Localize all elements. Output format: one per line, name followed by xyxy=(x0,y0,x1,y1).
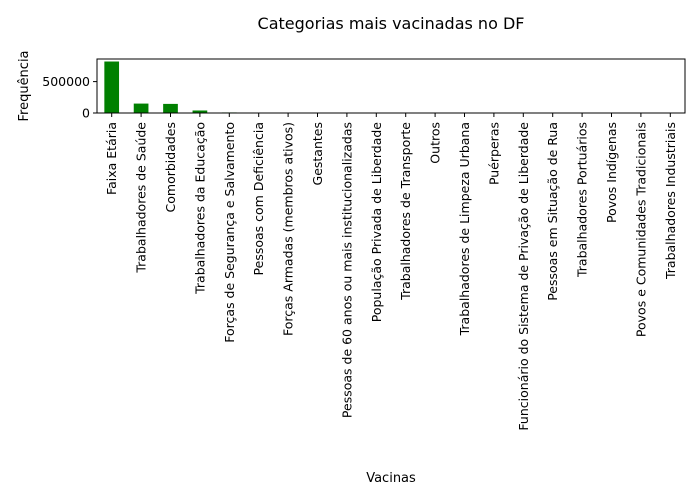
axes-frame xyxy=(96,58,686,114)
x-tick-label: Outros xyxy=(428,122,443,164)
bar-0 xyxy=(104,61,120,113)
chart-title: Categorias mais vacinadas no DF xyxy=(258,14,525,33)
x-tick-label: Trabalhadores de Saúde xyxy=(134,122,149,274)
x-tick-label: Povos e Comunidades Tradicionais xyxy=(633,122,648,337)
x-tick-label: População Privada de Liberdade xyxy=(369,122,384,323)
x-tick-label: Trabalhadores da Educação xyxy=(192,122,207,295)
x-tick-label: Comorbidades xyxy=(163,122,178,212)
y-tick-label: 500000 xyxy=(42,74,90,89)
x-axis-ticks: Faixa Etária Trabalhadores de Saúde Comorb… xyxy=(104,113,678,431)
bar-3 xyxy=(192,110,208,113)
x-tick-label: Puérperas xyxy=(486,122,501,185)
x-tick-label: Povos Indígenas xyxy=(604,122,619,223)
bar-1 xyxy=(133,103,149,113)
y-tick-label: 0 xyxy=(82,106,90,121)
x-tick-label: Forças Armadas (membros ativos) xyxy=(281,122,296,336)
x-tick-label: Trabalhadores de Limpeza Urbana xyxy=(457,122,472,336)
x-tick-label: Faixa Etária xyxy=(104,122,119,195)
bars-group xyxy=(104,61,678,113)
x-tick-label: Funcionário do Sistema de Privação de Li… xyxy=(516,122,531,431)
x-tick-label: Trabalhadores Industriais xyxy=(663,122,678,280)
x-tick-label: Forças de Segurança e Salvamento xyxy=(222,122,237,343)
bar-2 xyxy=(163,103,178,113)
x-tick-label: Gestantes xyxy=(310,122,325,185)
x-tick-label: Pessoas em Situação de Rua xyxy=(545,122,560,301)
x-tick-label: Pessoas com Deficiência xyxy=(251,122,266,275)
y-axis-ticks: 0 500000 xyxy=(42,74,97,121)
x-tick-label: Pessoas de 60 anos ou mais institucional… xyxy=(339,122,354,418)
x-tick-label: Trabalhadores Portuários xyxy=(575,122,590,278)
y-axis-label: Frequência xyxy=(17,50,32,121)
x-axis-label: Vacinas xyxy=(366,471,416,486)
x-tick-label: Trabalhadores de Transporte xyxy=(398,122,413,301)
